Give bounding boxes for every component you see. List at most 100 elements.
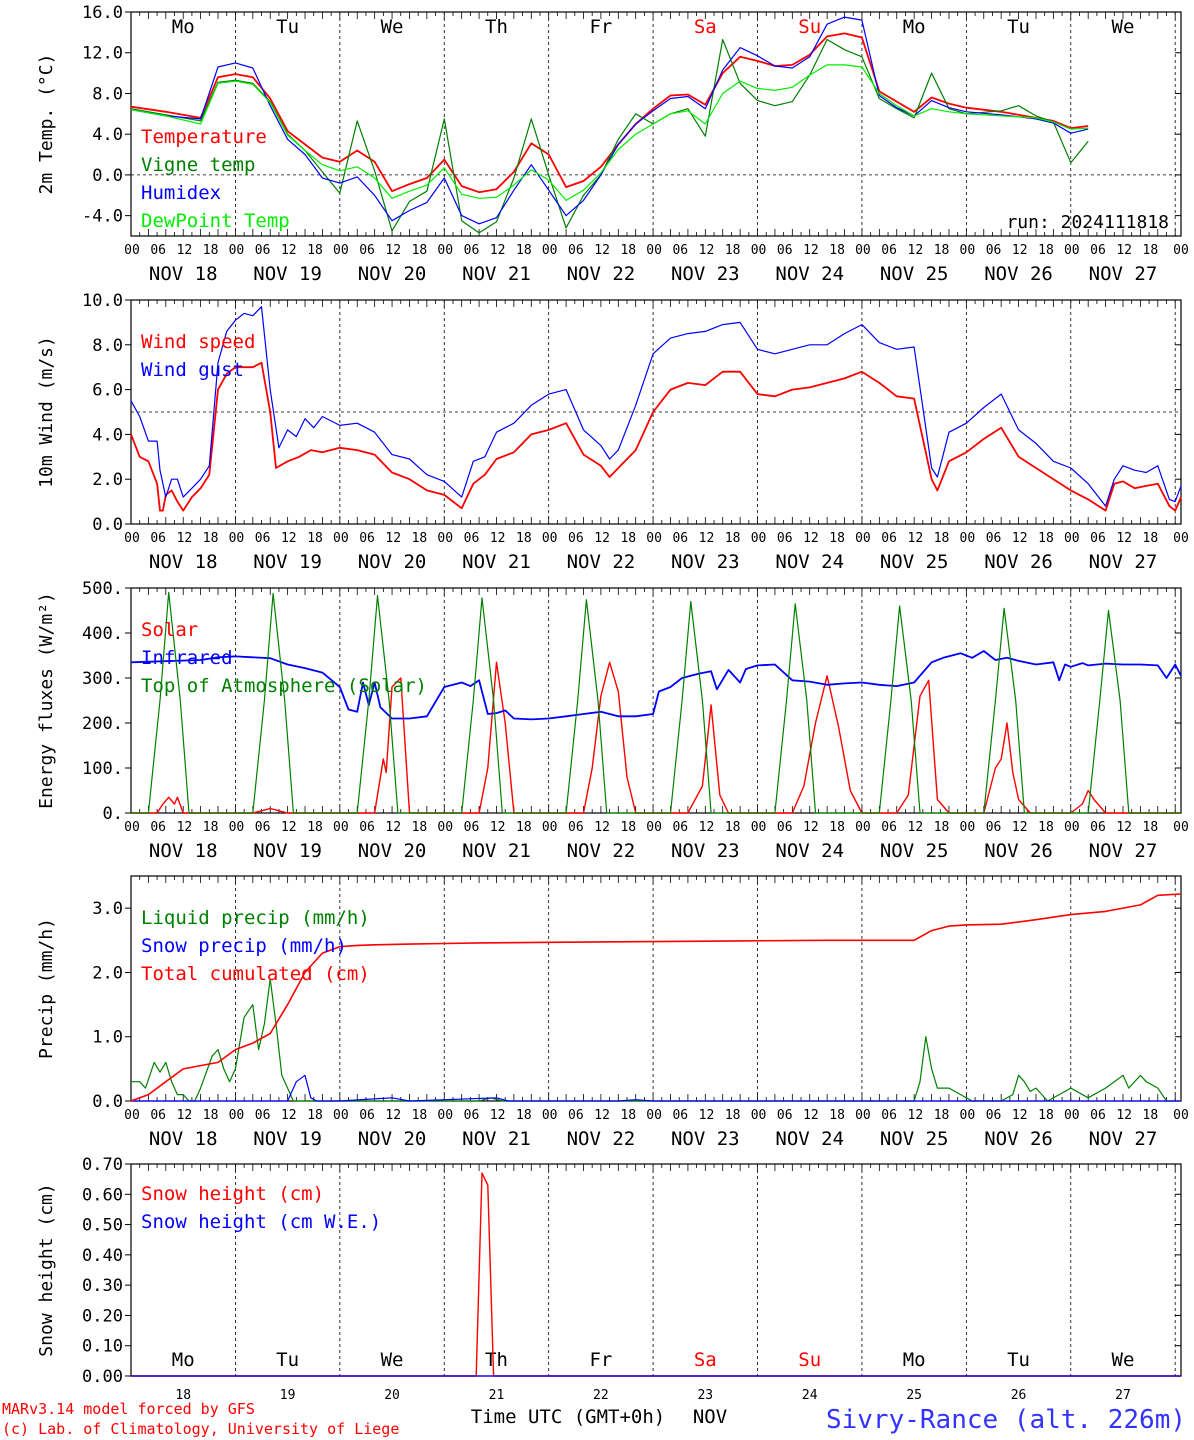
hour-tick-label: 12 (177, 531, 193, 546)
legend-entry: Liquid precip (mm/h) (141, 907, 370, 929)
hour-tick-label: 18 (725, 820, 741, 835)
legend-entry: Solar (141, 619, 198, 641)
hour-tick-label: 12 (490, 243, 506, 258)
y-tick-label: -4.0 (82, 207, 123, 227)
y-tick-label: 0.0 (92, 1092, 123, 1112)
y-tick-label: 0. (103, 804, 123, 824)
hour-tick-label: 00 (1064, 820, 1080, 835)
date-label: NOV 18 (149, 263, 218, 285)
hour-tick-label: 00 (124, 820, 140, 835)
hour-tick-label: 18 (307, 820, 323, 835)
hour-tick-label: 18 (412, 820, 428, 835)
hour-tick-label: 06 (359, 243, 375, 258)
legend-entry: Temperature (141, 126, 267, 148)
hour-tick-label: 18 (620, 1108, 636, 1123)
series-line-infrared (130, 650, 1182, 721)
hour-tick-label: 12 (1012, 820, 1028, 835)
hour-tick-label: 06 (1090, 531, 1106, 546)
hour-tick-label: 00 (960, 243, 976, 258)
y-tick-label: 0.60 (82, 1185, 123, 1205)
y-tick-label: 0.50 (82, 1216, 123, 1236)
y-tick-label: 0.0 (92, 166, 123, 186)
hour-tick-label: 18 (203, 531, 219, 546)
series-line-total-cumulated-cm- (130, 893, 1182, 1102)
hour-tick-label: 00 (1173, 243, 1189, 258)
legend-entry: Snow height (cm W.E.) (141, 1211, 381, 1233)
date-label: NOV 18 (149, 840, 218, 862)
hour-tick-label: 00 (646, 243, 662, 258)
date-label: NOV 21 (462, 551, 531, 573)
run-annotation: run: 2024111818 (1006, 212, 1169, 233)
hour-tick-label: 00 (855, 820, 871, 835)
hour-tick-label: 18 (725, 1108, 741, 1123)
y-tick-label: 200. (82, 714, 123, 734)
hour-tick-label: 18 (829, 820, 845, 835)
day-number-label: 19 (280, 1388, 296, 1403)
y-tick-label: 300. (82, 669, 123, 689)
date-label: NOV 21 (462, 840, 531, 862)
hour-tick-label: 06 (568, 531, 584, 546)
day-label: Tu (276, 1349, 299, 1371)
legend-entry: Humidex (141, 182, 221, 204)
hour-tick-label: 12 (908, 820, 924, 835)
series-line-vigne-temp (130, 38, 1089, 234)
hour-tick-label: 06 (672, 243, 688, 258)
hour-tick-label: 18 (620, 243, 636, 258)
hour-tick-label: 18 (516, 243, 532, 258)
hour-tick-label: 18 (725, 243, 741, 258)
hour-tick-label: 00 (751, 1108, 767, 1123)
hour-tick-label: 18 (1143, 1108, 1159, 1123)
hour-tick-label: 18 (307, 243, 323, 258)
day-label: Su (798, 1349, 821, 1371)
hour-tick-label: 00 (1173, 1108, 1189, 1123)
hour-tick-label: 06 (881, 1108, 897, 1123)
date-label: NOV 26 (984, 551, 1053, 573)
y-tick-label: 10.0 (82, 291, 123, 311)
y-tick-label: 2.0 (92, 470, 123, 490)
series-line-temperature (130, 32, 1089, 194)
hour-tick-label: 12 (1116, 243, 1132, 258)
hour-tick-label: 12 (281, 531, 297, 546)
hour-tick-label: 06 (255, 820, 271, 835)
hour-tick-label: 00 (542, 820, 558, 835)
hour-tick-label: 06 (777, 820, 793, 835)
hour-tick-label: 00 (855, 531, 871, 546)
date-label: NOV 19 (253, 551, 322, 573)
hour-tick-label: 18 (934, 243, 950, 258)
legend-entry: Snow precip (mm/h) (141, 935, 347, 957)
hour-tick-label: 06 (881, 531, 897, 546)
hour-tick-label: 06 (986, 1108, 1002, 1123)
hour-tick-label: 18 (934, 1108, 950, 1123)
day-label: Tu (1007, 1349, 1030, 1371)
day-number-label: 24 (802, 1388, 818, 1403)
hour-tick-label: 18 (620, 820, 636, 835)
hour-tick-label: 12 (803, 820, 819, 835)
hour-tick-label: 06 (881, 243, 897, 258)
hour-tick-label: 12 (803, 531, 819, 546)
hour-tick-label: 18 (203, 820, 219, 835)
panel-energy: 0. 100. 200. 300. 400. 500. Energy fluxes (W/m… (36, 579, 1189, 862)
date-label: NOV 25 (880, 1128, 949, 1150)
hour-tick-label: 00 (229, 243, 245, 258)
y-tick-label: 0.70 (82, 1155, 123, 1175)
series-line-humidex (130, 16, 1089, 225)
date-label: NOV 19 (253, 840, 322, 862)
hour-tick-label: 06 (777, 531, 793, 546)
date-label: NOV 22 (567, 840, 636, 862)
station-name: Sivry-Rance (alt. 226m) (826, 1405, 1186, 1435)
date-label: NOV 20 (358, 551, 427, 573)
y-tick-label: 1.0 (92, 1028, 123, 1048)
panel-precip: 0.0 1.0 2.0 3.0 Precip (mm/h) Liquid precip (… (36, 875, 1189, 1150)
hour-tick-label: 00 (437, 1108, 453, 1123)
hour-tick-label: 00 (1064, 1108, 1080, 1123)
hour-tick-label: 18 (412, 531, 428, 546)
hour-tick-label: 06 (359, 531, 375, 546)
panel-snow: 0.00 0.10 0.20 0.30 0.40 0.50 0.60 0.70 Snow hei… (36, 1155, 1182, 1403)
hour-tick-label: 18 (412, 1108, 428, 1123)
hour-tick-label: 18 (1143, 243, 1159, 258)
hour-tick-label: 12 (385, 243, 401, 258)
day-label: Mo (903, 16, 926, 38)
hour-tick-label: 12 (1116, 1108, 1132, 1123)
y-tick-label: 16.0 (82, 3, 123, 23)
hour-tick-label: 00 (437, 531, 453, 546)
